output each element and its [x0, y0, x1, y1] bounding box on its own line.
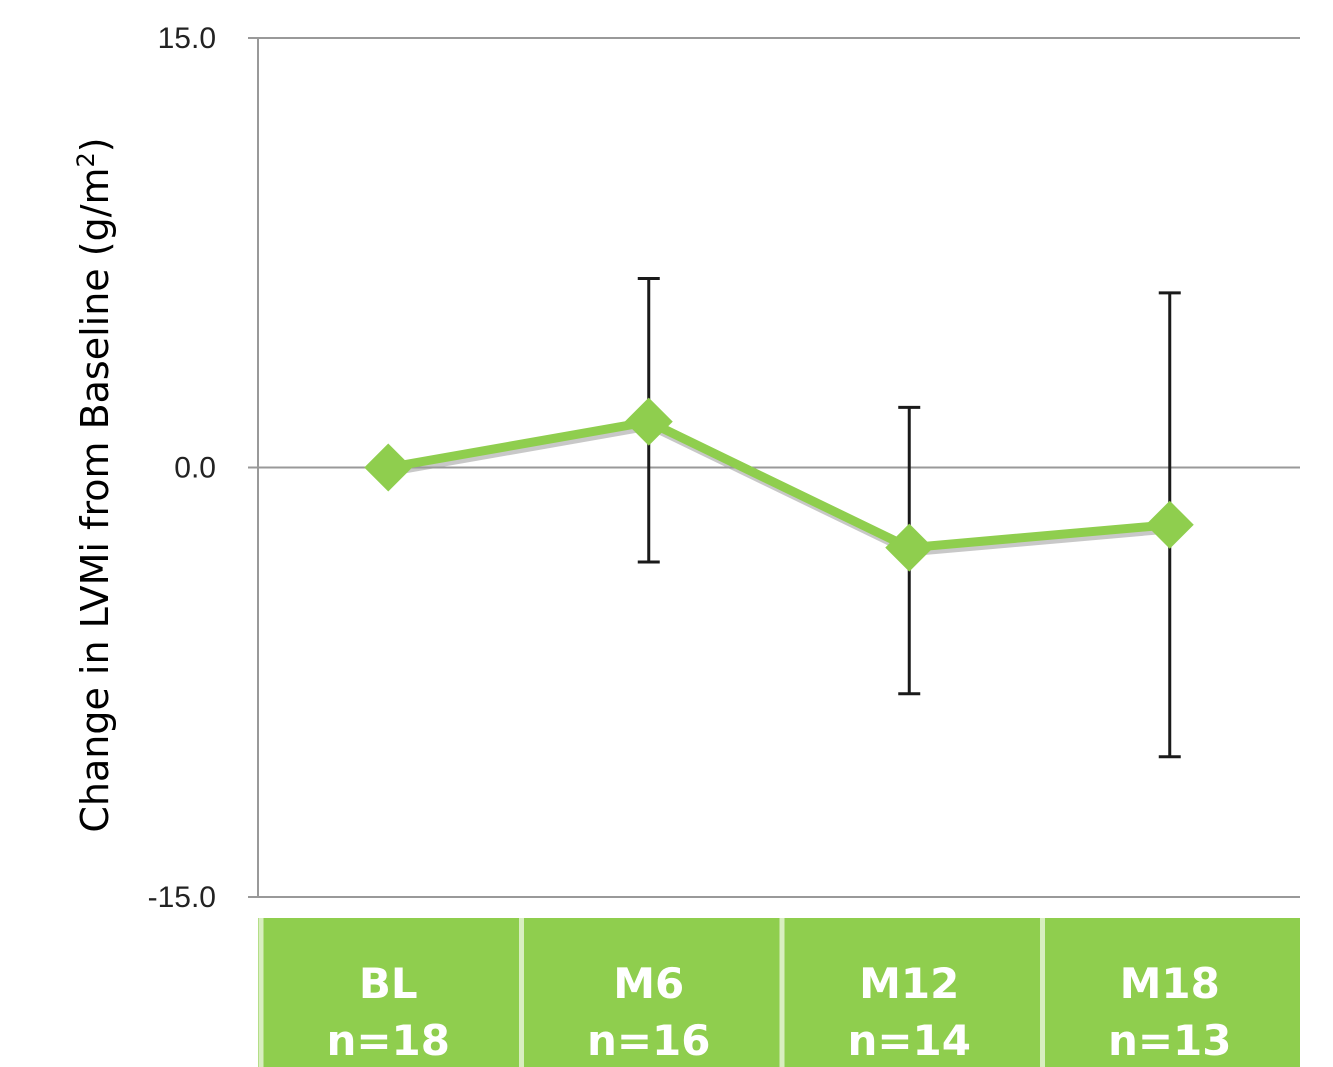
- y-axis-label: Change in LVMi from Baseline (g/m2): [72, 137, 117, 832]
- category-box-fill: [258, 918, 519, 1067]
- category-n: n=18: [326, 1016, 450, 1065]
- category-boxes: BL n=18 M6 n=16 M12 n=14 M18 n=13: [258, 918, 1300, 1067]
- category-label: M18: [1120, 959, 1220, 1008]
- y-axis-label-suffix: ): [73, 137, 117, 152]
- y-tick-label: 15.0: [158, 22, 216, 55]
- category-n: n=14: [847, 1016, 971, 1065]
- y-tick-label: 0.0: [174, 452, 216, 485]
- category-box-fill: [1039, 918, 1300, 1067]
- data-point-marker: [885, 523, 934, 572]
- category-n: n=16: [587, 1016, 711, 1065]
- category-label: M12: [859, 959, 959, 1008]
- category-box: M6 n=16: [518, 918, 779, 1067]
- y-axis-label-main: Change in LVMi from Baseline (g/m: [73, 167, 117, 832]
- data-point-marker: [624, 397, 673, 446]
- category-box: BL n=18: [258, 918, 519, 1067]
- series-line-group: [387, 417, 1173, 557]
- category-label: M6: [613, 959, 684, 1008]
- category-box: M18 n=13: [1039, 918, 1300, 1067]
- y-tick-label: -15.0: [148, 881, 216, 914]
- data-point-marker: [364, 443, 413, 492]
- category-box: M12 n=14: [779, 918, 1040, 1067]
- y-axis-label-superscript: 2: [72, 152, 100, 167]
- category-label: BL: [359, 959, 418, 1008]
- category-box-fill: [518, 918, 779, 1067]
- category-n: n=13: [1108, 1016, 1232, 1065]
- series-line: [387, 417, 1171, 553]
- data-markers: [364, 397, 1194, 572]
- y-axis-ticks: 15.0 0.0 -15.0: [148, 22, 216, 914]
- data-point-marker: [1145, 500, 1194, 549]
- y-axis-title: Change in LVMi from Baseline (g/m2): [72, 137, 117, 832]
- error-bars: [637, 277, 1181, 759]
- category-box-fill: [779, 918, 1040, 1067]
